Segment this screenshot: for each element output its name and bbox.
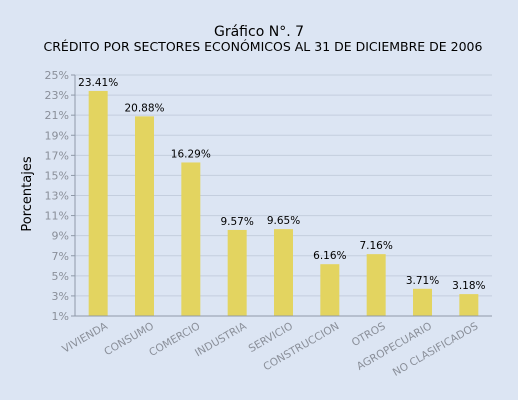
x-tick-label: COMERCIO bbox=[147, 320, 202, 359]
bar bbox=[413, 288, 432, 316]
y-tick-label: 25% bbox=[45, 69, 69, 82]
y-tick-label: 9% bbox=[52, 230, 69, 243]
y-tick-label: 11% bbox=[45, 210, 69, 223]
y-tick-label: 5% bbox=[52, 270, 69, 283]
x-tick-label: NO CLASIFICADOS bbox=[391, 320, 481, 379]
y-tick-label: 7% bbox=[52, 250, 69, 263]
bar-data-label: 6.16% bbox=[313, 250, 346, 262]
y-tick-label: 21% bbox=[45, 109, 69, 122]
y-tick-label: 1% bbox=[52, 310, 69, 323]
bar bbox=[88, 90, 108, 316]
y-axis-label: Porcentajes bbox=[20, 156, 35, 231]
y-tick-label: 23% bbox=[45, 89, 69, 102]
bar bbox=[227, 229, 247, 316]
bars bbox=[88, 90, 479, 316]
bar bbox=[274, 229, 293, 316]
data-labels: 23.41% 20.88% 16.29% 9.57% 9.65% 6.16% 7.16% 3.… bbox=[78, 77, 485, 292]
bar-data-label: 16.29% bbox=[171, 148, 211, 160]
bar-data-label: 23.41% bbox=[78, 77, 118, 89]
bar-data-label: 9.65% bbox=[267, 215, 300, 227]
bar-data-label: 9.57% bbox=[220, 216, 253, 228]
y-tick-label: 19% bbox=[45, 129, 69, 142]
chart-subtitle: CRÉDITO POR SECTORES ECONÓMICOS AL 31 DE… bbox=[44, 39, 483, 54]
x-tick-label: INDUSTRIA bbox=[193, 320, 249, 359]
bar bbox=[459, 294, 479, 316]
x-tick-label: CONSUMO bbox=[102, 320, 156, 358]
axes bbox=[74, 75, 492, 317]
bar-data-label: 3.18% bbox=[452, 280, 485, 292]
bar-data-label: 7.16% bbox=[359, 240, 392, 252]
y-tick-labels: 1% 3% 5% 7% 9% 11% 13% 15% 17% 19% 21% 23% 25% bbox=[45, 69, 75, 323]
y-tick-label: 13% bbox=[45, 190, 69, 203]
bar-data-label: 20.88% bbox=[124, 102, 164, 114]
bar-data-label: 3.71% bbox=[406, 275, 439, 287]
x-tick-labels: VIVIENDACONSUMOCOMERCIOINDUSTRIASERVICIO… bbox=[60, 320, 480, 379]
chart-title: Gráfico N°. 7 bbox=[214, 24, 304, 40]
y-tick-label: 15% bbox=[45, 169, 69, 182]
y-tick-label: 17% bbox=[45, 149, 69, 162]
x-tick-label: OTROS bbox=[350, 320, 388, 349]
y-tick-label: 3% bbox=[52, 290, 69, 303]
bar bbox=[366, 254, 386, 316]
bar bbox=[320, 264, 340, 316]
bar bbox=[135, 116, 154, 316]
bar bbox=[181, 162, 201, 316]
